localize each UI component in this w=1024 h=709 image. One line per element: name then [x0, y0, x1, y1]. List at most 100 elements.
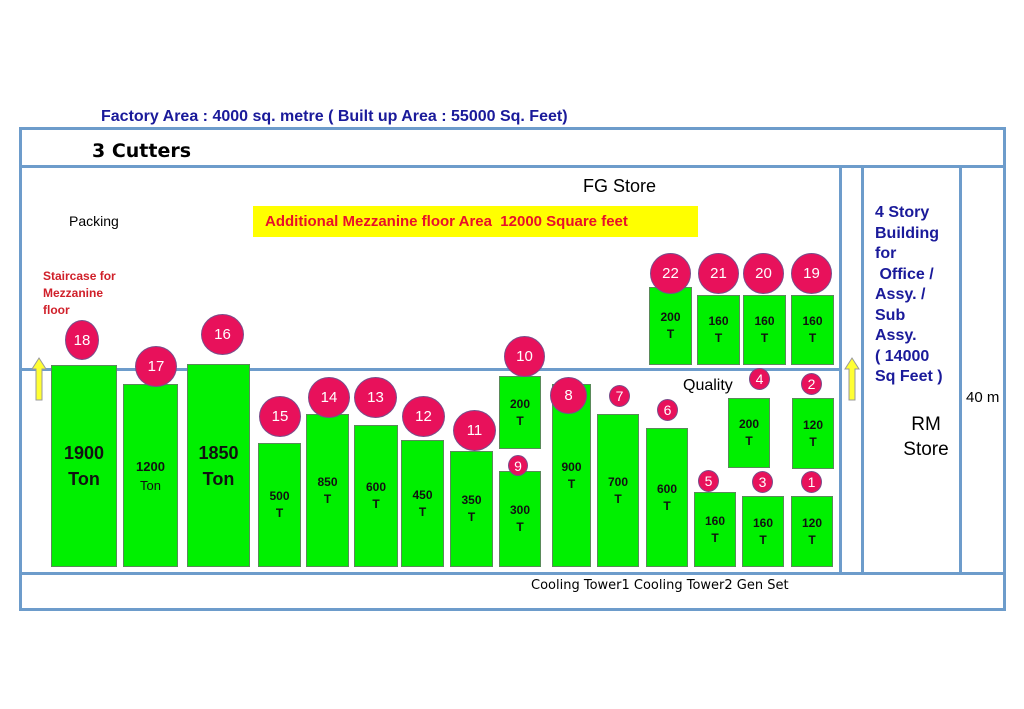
tonnage: 900 [561, 459, 582, 474]
press-machine-1[interactable]: 120 T [791, 496, 833, 567]
press-machine-9[interactable]: 300 T [499, 471, 541, 567]
tonnage: 200 [509, 396, 531, 411]
wall-v3 [959, 166, 962, 574]
machine-badge-10: 10 [504, 336, 545, 377]
tonnage: 350 [461, 493, 482, 507]
quality-label: Quality [683, 377, 733, 394]
staircase-line: Staircase for [43, 269, 116, 283]
tonnage: 160 [802, 314, 823, 328]
machine-badge-6: 6 [657, 399, 678, 421]
rm-line: Store [903, 439, 949, 460]
unit: T [808, 532, 816, 547]
machine-badge-13: 13 [354, 377, 397, 418]
fg-store-label: FG Store [583, 176, 657, 196]
press-machine-21[interactable]: 160 T [697, 295, 740, 365]
cutters-label: 3 Cutters [92, 140, 192, 162]
machine-badge-16: 16 [201, 314, 244, 355]
office-line: for [875, 245, 897, 262]
unit: Ton [68, 469, 100, 489]
press-machine-17[interactable]: 1200 Ton [123, 384, 178, 567]
tonnage: 200 [660, 310, 681, 324]
office-line: Office / [875, 265, 934, 283]
factory-title: Factory Area : 4000 sq. metre ( Built up… [101, 108, 568, 125]
unit: T [711, 530, 719, 545]
press-machine-15[interactable]: 500 T [258, 443, 301, 567]
machine-badge-7: 7 [609, 385, 630, 407]
tonnage: 300 [509, 503, 531, 517]
unit: T [759, 532, 767, 547]
cutters-wall [20, 165, 1006, 168]
machine-badge-14: 14 [308, 377, 350, 418]
press-machine-7[interactable]: 700 T [597, 414, 639, 567]
tonnage: 160 [704, 513, 726, 528]
press-machine-12[interactable]: 450 T [401, 440, 444, 567]
office-line: ( 14000 [875, 347, 930, 365]
machine-badge-22: 22 [650, 253, 691, 294]
press-machine-6[interactable]: 600 T [646, 428, 688, 567]
outer-wall-bottom [20, 608, 1006, 611]
unit: Ton [202, 468, 235, 489]
unit: Ton [140, 477, 161, 493]
office-arrow-icon [844, 357, 860, 401]
mezzanine-line [20, 368, 842, 371]
office-line: Sub [875, 306, 906, 324]
press-machine-18[interactable]: 1900 Ton [51, 365, 117, 567]
unit: T [516, 520, 524, 534]
press-machine-5[interactable]: 160 T [694, 492, 736, 567]
tonnage: 200 [738, 417, 760, 431]
machine-badge-2: 2 [801, 373, 822, 395]
tonnage: 600 [365, 480, 387, 494]
press-machine-14[interactable]: 850 T [306, 414, 349, 567]
unit: T [714, 331, 723, 345]
office-line: Assy. / [875, 286, 926, 303]
packing-label: Packing [69, 213, 119, 229]
staircase-label: Staircase for Mezzanine floor [43, 268, 116, 319]
press-machine-10[interactable]: 200 T [499, 376, 541, 449]
mezzanine-note: Additional Mezzanine floor Area 12000 Sq… [253, 206, 698, 237]
press-machine-19[interactable]: 160 T [791, 295, 834, 365]
tonnage: 160 [754, 314, 775, 328]
press-machine-13[interactable]: 600 T [354, 425, 398, 567]
machine-badge-17: 17 [135, 346, 177, 387]
outer-wall-right [1003, 127, 1006, 611]
unit: T [516, 413, 524, 428]
machine-badge-1: 1 [801, 471, 822, 493]
press-machine-8[interactable]: 900 T [552, 384, 591, 567]
unit: T [275, 506, 284, 520]
utility-wall [20, 572, 1006, 575]
machine-badge-4: 4 [749, 368, 770, 390]
unit: T [567, 476, 576, 491]
machine-badge-3: 3 [752, 471, 773, 493]
tonnage: 1200 [136, 458, 165, 474]
tonnage: 600 [656, 481, 678, 496]
press-machine-20[interactable]: 160 T [743, 295, 786, 365]
unit: T [809, 434, 817, 449]
office-line: Assy. [875, 327, 917, 344]
unit: T [372, 497, 380, 511]
press-machine-16[interactable]: 1850 Ton [187, 364, 250, 567]
width-label: 40 m [966, 389, 1000, 406]
staircase-line: floor [43, 303, 70, 317]
tonnage: 700 [607, 474, 629, 489]
machine-badge-18: 18 [65, 320, 99, 360]
utilities-label: Cooling Tower1 Cooling Tower2 Gen Set [531, 578, 789, 593]
press-machine-3[interactable]: 160 T [742, 496, 784, 567]
press-machine-22[interactable]: 200 T [649, 287, 692, 365]
press-machine-4[interactable]: 200 T [728, 398, 770, 468]
machine-badge-20: 20 [743, 253, 784, 294]
tonnage: 120 [802, 417, 824, 432]
press-machine-11[interactable]: 350 T [450, 451, 493, 567]
unit: T [666, 327, 675, 341]
press-machine-2[interactable]: 120 T [792, 398, 834, 469]
machine-badge-21: 21 [698, 253, 739, 294]
unit: T [323, 491, 332, 506]
tonnage: 1900 [63, 443, 105, 463]
rm-line: RM [911, 414, 941, 435]
machine-badge-15: 15 [259, 396, 301, 437]
machine-badge-19: 19 [791, 253, 832, 294]
tonnage: 160 [752, 515, 774, 530]
office-line: 4 Story [875, 204, 930, 221]
office-line: Building [875, 224, 939, 242]
tonnage: 160 [708, 314, 729, 328]
